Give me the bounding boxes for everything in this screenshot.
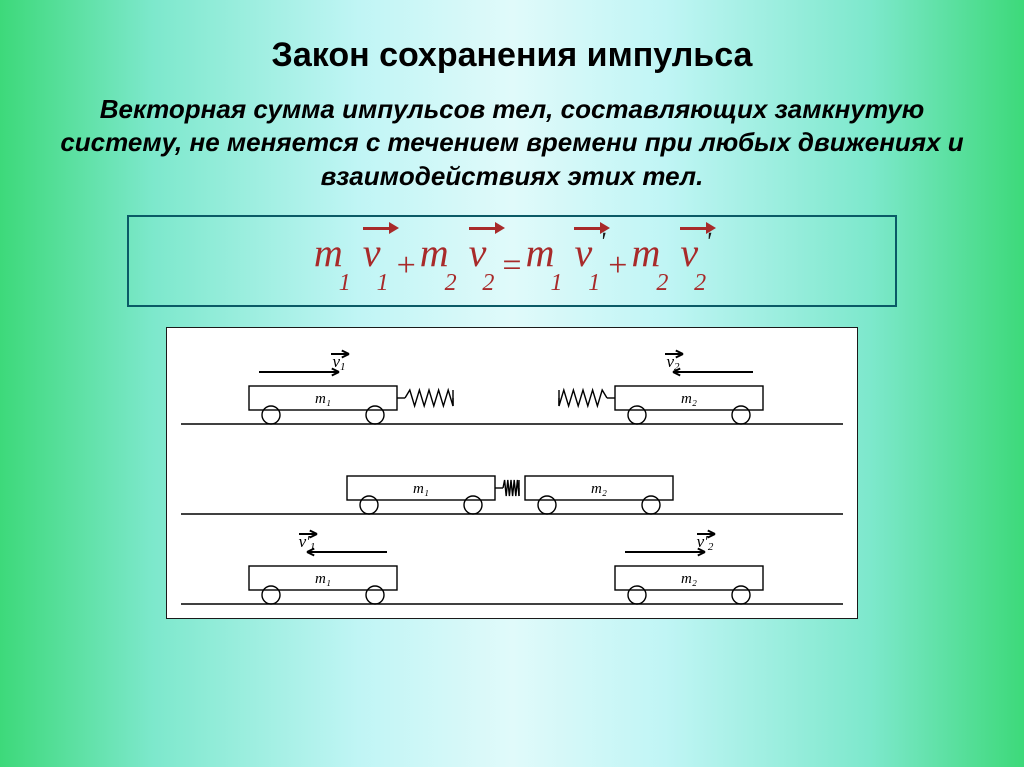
velocity-term: v1ʹ — [574, 229, 604, 276]
svg-text:v2: v2 — [666, 352, 680, 373]
svg-text:m₂: m₂ — [681, 571, 697, 587]
law-statement: Векторная сумма импульсов тел, составляю… — [60, 93, 964, 193]
slide: Закон сохранения импульса Векторная сумм… — [0, 0, 1024, 767]
svg-text:v1: v1 — [332, 352, 345, 373]
svg-text:m₁: m₁ — [413, 481, 429, 497]
operator: + — [608, 247, 627, 285]
formula-box: m1v1+m2v2=m1v1ʹ+m2v2ʹ — [127, 215, 897, 307]
svg-text:m₁: m₁ — [315, 391, 331, 407]
vector-arrow-icon — [363, 221, 401, 235]
mass-term: m1 — [526, 229, 567, 276]
svg-text:m₁: m₁ — [315, 571, 331, 587]
mass-term: m2 — [420, 229, 461, 276]
svg-text:m₂: m₂ — [591, 481, 607, 497]
mass-term: m1 — [314, 229, 355, 276]
svg-text:m₂: m₂ — [681, 391, 697, 407]
vector-arrow-icon — [574, 221, 612, 235]
page-title: Закон сохранения импульса — [0, 36, 1024, 75]
operator: + — [397, 247, 416, 285]
carts-diagram: m₁v1m₂v2m₁m₂m₁v′1m₂v′2 — [166, 327, 858, 619]
mass-term: m2 — [631, 229, 672, 276]
vector-arrow-icon — [680, 221, 718, 235]
velocity-term: v1 — [363, 229, 393, 276]
velocity-term: v2 — [469, 229, 499, 276]
vector-arrow-icon — [469, 221, 507, 235]
velocity-term: v2ʹ — [680, 229, 710, 276]
operator: = — [502, 247, 521, 285]
